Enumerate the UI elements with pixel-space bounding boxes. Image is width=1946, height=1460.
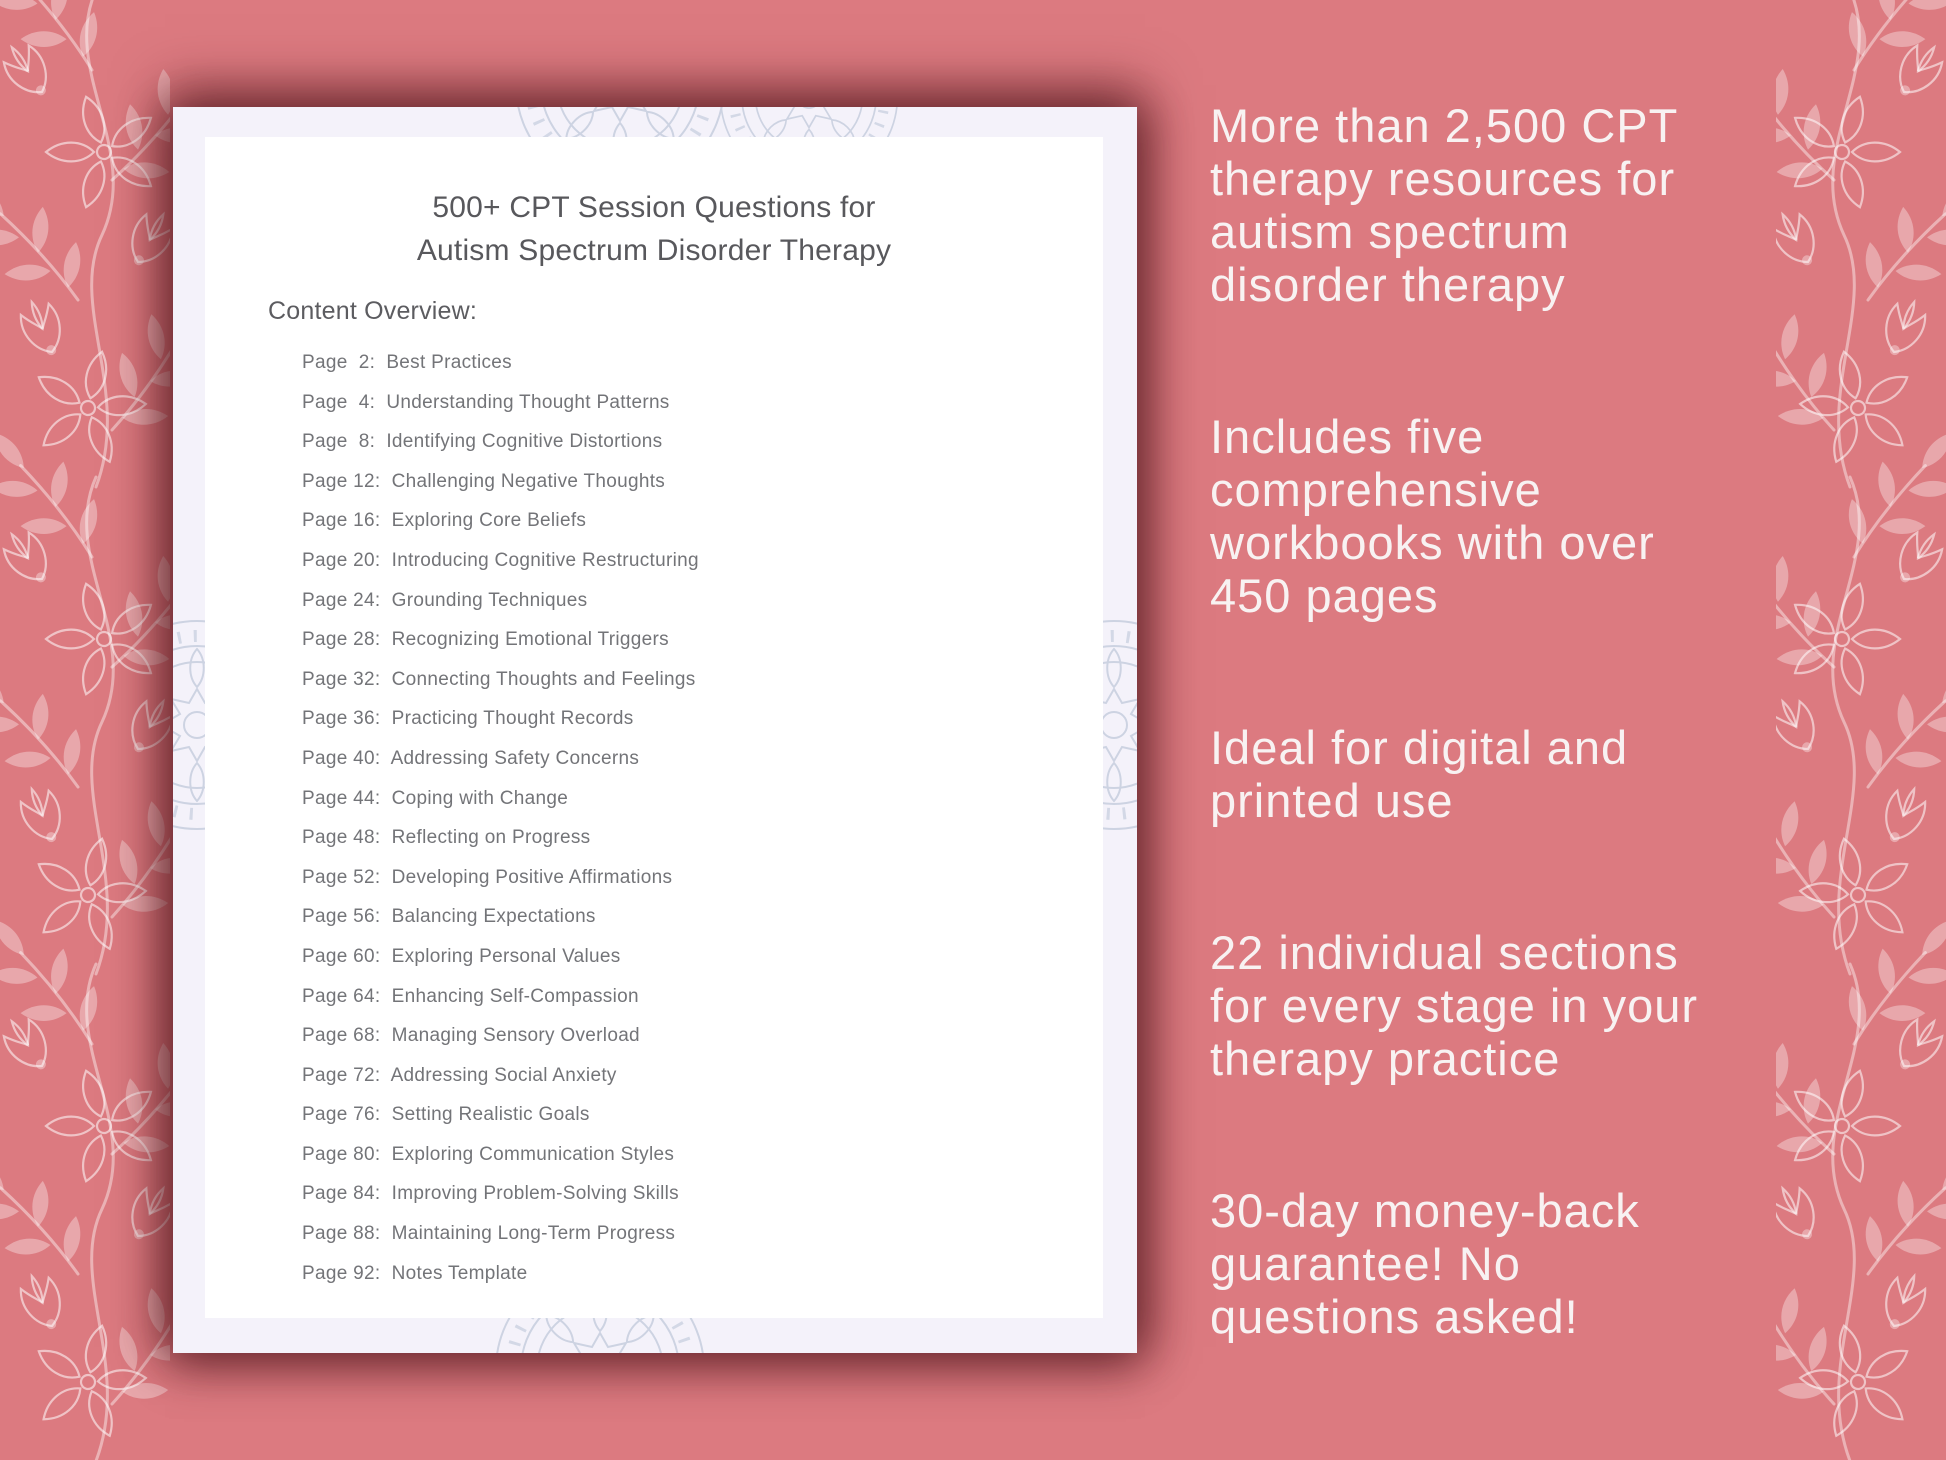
toc-item: Page 64: Enhancing Self-Compassion: [302, 985, 639, 1007]
toc-item: Page 88: Maintaining Long-Term Progress: [302, 1223, 676, 1245]
floral-border-left-decoration: [0, 0, 170, 1460]
document-title: 500+ CPT Session Questions for Autism Sp…: [416, 191, 892, 267]
marketing-paragraph: Ideal for digital and printed use: [1210, 721, 1629, 827]
toc-item: Page 56: Balancing Expectations: [302, 906, 596, 928]
toc-item: Page 20: Introducing Cognitive Restructu…: [302, 549, 699, 571]
toc-item: Page 48: Reflecting on Progress: [302, 827, 591, 849]
toc-item: Page 44: Coping with Change: [302, 787, 569, 809]
toc-item: Page 8: Identifying Cognitive Distortion…: [302, 431, 663, 453]
toc-item: Page 76: Setting Realistic Goals: [302, 1104, 590, 1126]
content-overview-label: Content Overview:: [268, 297, 478, 325]
toc-item: Page 60: Exploring Personal Values: [302, 945, 621, 967]
toc-item: Page 40: Addressing Safety Concerns: [302, 747, 640, 769]
toc-item: Page 84: Improving Problem-Solving Skill…: [302, 1183, 679, 1205]
toc-item: Page 16: Exploring Core Beliefs: [302, 510, 587, 532]
toc-item: Page 36: Practicing Thought Records: [302, 708, 634, 730]
toc-item: Page 92: Notes Template: [302, 1262, 528, 1284]
toc-item: Page 28: Recognizing Emotional Triggers: [302, 629, 669, 651]
toc-item: Page 2: Best Practices: [302, 352, 512, 373]
toc-item: Page 12: Challenging Negative Thoughts: [302, 470, 666, 492]
toc-item: Page 80: Exploring Communication Styles: [302, 1143, 675, 1165]
table-of-contents: Page 2: Best Practices Page 4: Understand…: [302, 353, 1103, 1284]
toc-item: Page 24: Grounding Techniques: [302, 589, 588, 611]
toc-item: Page 4: Understanding Thought Patterns: [302, 391, 670, 413]
document-card: 500+ CPT Session Questions for Autism Sp…: [173, 107, 1137, 1353]
marketing-paragraph: 30-day money-back guarantee! No question…: [1210, 1184, 1640, 1343]
toc-item: Page 68: Managing Sensory Overload: [302, 1025, 640, 1047]
marketing-paragraph: More than 2,500 CPT therapy resources fo…: [1210, 99, 1679, 311]
toc-item: Page 52: Developing Positive Affirmation…: [302, 866, 673, 888]
marketing-copy: More than 2,500 CPT therapy resources fo…: [1210, 99, 1850, 1442]
document-page: 500+ CPT Session Questions for Autism Sp…: [205, 137, 1103, 1318]
marketing-paragraph: 22 individual sections for every stage i…: [1210, 926, 1698, 1085]
marketing-paragraph: Includes five comprehensive workbooks wi…: [1210, 410, 1655, 622]
toc-item: Page 72: Addressing Social Anxiety: [302, 1064, 617, 1086]
toc-item: Page 32: Connecting Thoughts and Feeling…: [302, 668, 696, 690]
